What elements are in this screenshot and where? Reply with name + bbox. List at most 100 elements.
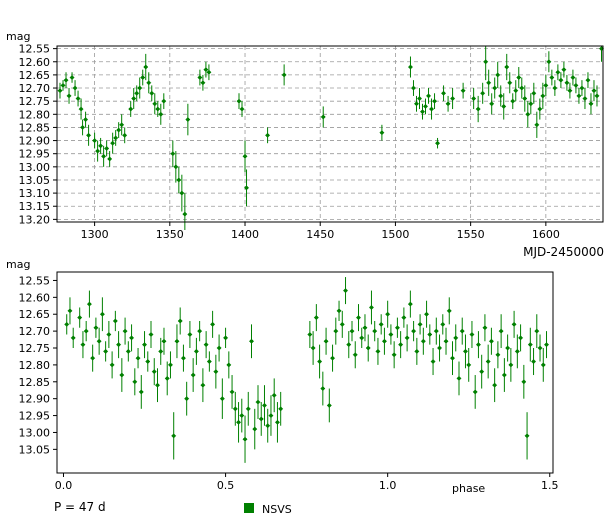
top-chart: 12.5512.6012.6512.7012.7512.8012.8512.90… [6,30,605,259]
data-point [57,82,63,99]
point-marker [119,122,125,128]
point-marker [504,64,510,70]
data-point [471,88,477,110]
point-marker [531,90,537,96]
top-chart-plot-area [57,46,603,222]
data-point [576,88,582,104]
data-point [252,408,258,450]
data-point [99,297,105,332]
data-point [223,327,229,349]
point-marker [450,95,456,102]
data-point [177,307,183,335]
bottom-chart-x-label: phase [452,482,485,495]
data-point [482,314,488,342]
data-point [531,82,537,104]
point-marker [143,64,149,70]
data-point [466,348,472,382]
top-chart-y-label: mag [6,30,30,43]
data-point [368,290,375,325]
point-marker [543,342,550,348]
top-chart-frame [56,45,604,223]
point-marker [64,321,70,327]
data-point [440,314,446,335]
point-marker [567,88,573,94]
data-point [135,348,141,369]
data-point [232,391,238,426]
data-point [98,137,104,154]
data-point [101,145,107,167]
data-point [203,331,209,359]
point-marker [170,151,176,157]
data-point [407,290,413,318]
point-marker [564,80,570,86]
data-point [480,82,486,104]
point-marker [242,153,248,159]
data-point [193,337,199,365]
point-marker [381,338,387,344]
data-point [505,334,511,362]
point-marker [401,315,407,321]
data-point [154,368,161,403]
point-marker [122,132,128,138]
point-marker [278,406,284,412]
data-point [197,69,203,86]
data-point [546,51,552,73]
point-marker [480,90,486,96]
data-point [235,402,242,443]
y-tick-label: 12.65 [19,308,51,321]
point-marker [404,335,410,341]
data-point [213,354,219,389]
point-marker [582,95,588,102]
data-point [518,324,524,352]
data-point [310,331,316,365]
point-marker [410,85,417,91]
point-marker [469,331,475,338]
data-point [492,368,498,403]
y-tick-label: 12.85 [19,376,51,389]
point-marker [375,348,381,354]
point-marker [534,328,540,334]
point-marker [433,328,439,334]
x-tick-label: 1450 [306,228,334,241]
point-marker [99,311,105,317]
y-tick-label: 12.75 [19,342,51,355]
point-marker [206,358,212,365]
point-marker [446,308,452,314]
bottom-chart-frame [56,271,554,474]
point-marker [518,335,524,341]
data-point [524,412,530,460]
data-point [75,90,81,107]
point-marker [471,95,477,102]
y-tick-label: 13.15 [19,200,51,213]
data-point [410,80,417,96]
data-point [104,140,110,157]
point-marker [379,130,385,136]
y-tick-label: 12.55 [19,274,51,287]
point-marker [75,95,81,102]
point-marker [206,69,212,75]
data-point [158,337,164,365]
data-point [446,297,452,325]
point-marker [510,98,516,104]
data-point [330,344,336,372]
point-marker [540,362,546,368]
data-point [72,80,78,96]
point-marker [424,311,430,317]
data-point [128,101,134,117]
x-tick-label: 1.0 [379,479,397,492]
x-tick-label: 1400 [231,228,259,241]
data-point [167,351,174,379]
point-marker [495,352,501,358]
data-point [119,358,125,392]
point-marker [440,321,446,327]
data-point [355,304,362,332]
data-point [258,402,264,436]
point-marker [103,348,109,354]
data-point [425,88,432,104]
y-tick-label: 12.55 [19,43,51,56]
point-marker [132,379,138,385]
x-tick-label: 0.5 [217,479,235,492]
data-point [359,327,365,349]
data-point [411,320,417,342]
data-point [525,101,531,128]
